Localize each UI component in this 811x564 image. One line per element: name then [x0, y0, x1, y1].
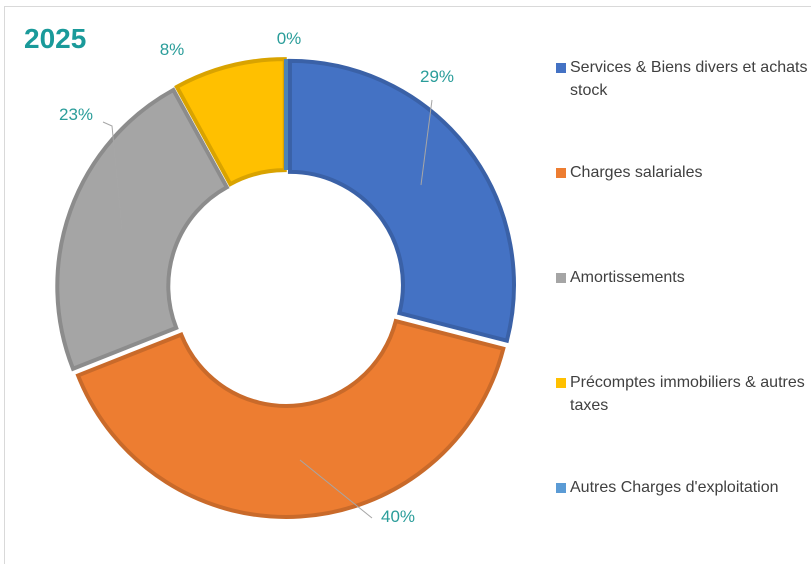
- data-label: 23%: [59, 105, 93, 124]
- legend-label: Précomptes immobiliers & autres taxes: [570, 374, 805, 414]
- frame: [4, 6, 811, 564]
- legend-item: Précomptes immobiliers & autres taxes: [556, 371, 811, 417]
- legend-swatch: [556, 483, 566, 493]
- legend-item: Autres Charges d'exploitation: [556, 476, 811, 499]
- leader-line: [420, 99, 433, 186]
- legend-label: Amortissements: [570, 269, 685, 286]
- legend-swatch: [556, 273, 566, 283]
- legend-label: Charges salariales: [570, 164, 703, 181]
- legend-item: Services & Biens divers et achats stock: [556, 56, 811, 102]
- legend-label: Autres Charges d'exploitation: [570, 479, 779, 496]
- donut-slice: [75, 318, 506, 519]
- legend-item: Charges salariales: [556, 161, 811, 184]
- legend-item: Amortissements: [556, 266, 811, 289]
- donut-slice: [287, 58, 516, 344]
- legend-label: Services & Biens divers et achats stock: [570, 59, 808, 99]
- chart-title: 2025: [24, 23, 86, 54]
- data-label: 0%: [277, 29, 302, 48]
- donut-slice: [55, 87, 230, 372]
- data-label: 8%: [160, 40, 185, 59]
- leader-line: [102, 121, 123, 231]
- leader-line: [299, 459, 373, 519]
- legend-swatch: [556, 63, 566, 73]
- data-label: 29%: [420, 67, 454, 86]
- legend-swatch: [556, 168, 566, 178]
- data-label: 40%: [381, 507, 415, 526]
- legend-swatch: [556, 378, 566, 388]
